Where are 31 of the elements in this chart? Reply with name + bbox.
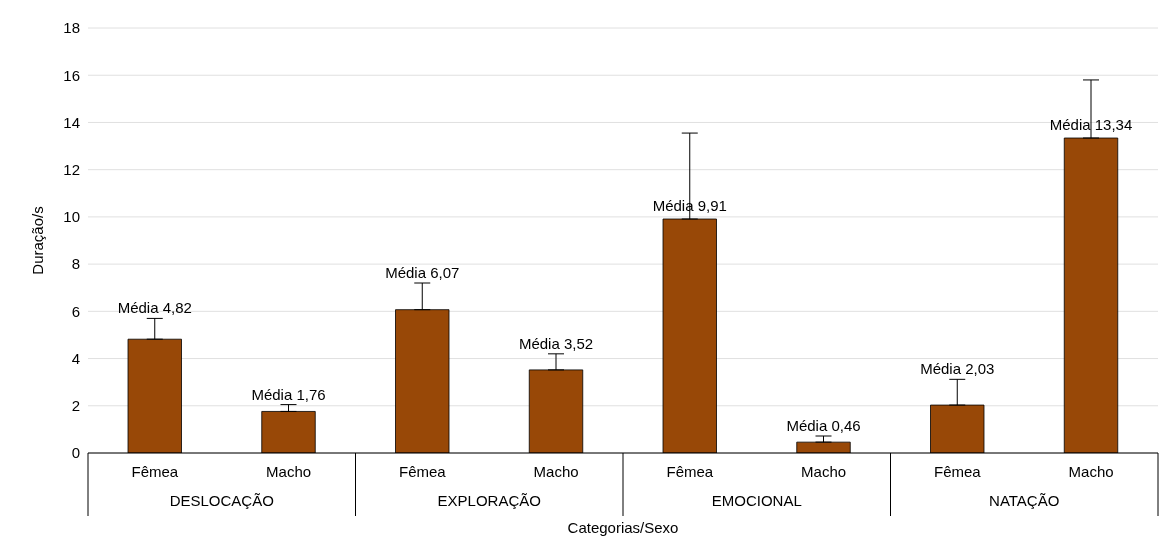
y-tick-label: 4: [71, 349, 80, 367]
data-label: Média 1,76: [251, 385, 326, 403]
y-tick-label: 14: [63, 113, 80, 131]
y-tick-label: 8: [71, 255, 80, 273]
data-label: Média 0,46: [786, 417, 861, 434]
x-axis-title: Categorias/Sexo: [567, 519, 679, 536]
data-label: Média 13,34: [1049, 116, 1133, 134]
y-tick-label: 10: [63, 208, 80, 226]
x-tick-label: Fêmea: [399, 463, 447, 480]
text: EMOCIONAL: [711, 492, 802, 509]
x-tick-label: Fêmea: [934, 463, 982, 480]
data-label: Média 3,52: [518, 334, 594, 352]
y-tick-label: 6: [71, 302, 80, 320]
y-tick-label: 2: [71, 397, 80, 415]
x-tick-label: Macho: [533, 463, 579, 480]
y-tick-label: 12: [63, 160, 80, 178]
text: NATAÇÃO: [989, 492, 1060, 509]
x-tick-label: Fêmea: [131, 463, 179, 480]
y-tick-label: 0: [71, 444, 80, 462]
text: EXPLORAÇÃO: [437, 492, 541, 509]
x-tick-label: Macho: [266, 463, 312, 480]
y-tick-label: 16: [63, 66, 80, 84]
text: DESLOCAÇÃO: [169, 492, 274, 509]
data-label: Média 6,07: [385, 264, 460, 281]
data-label: Média 4,82: [117, 299, 192, 317]
data-label: Média 2,03: [920, 360, 995, 378]
x-tick-label: Macho: [801, 463, 847, 480]
x-tick-label: Fêmea: [666, 463, 714, 480]
y-axis-title: Duração/s: [29, 206, 47, 275]
y-tick-label: 18: [63, 19, 80, 37]
x-tick-label: Macho: [1068, 463, 1114, 480]
